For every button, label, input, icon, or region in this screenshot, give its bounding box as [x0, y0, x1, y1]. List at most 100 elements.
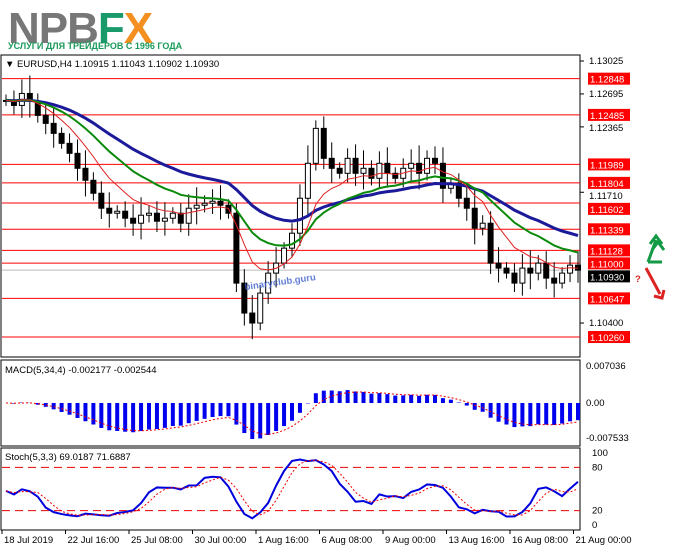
- candle: [511, 272, 518, 284]
- candle: [312, 127, 319, 164]
- macd-bar: [297, 403, 302, 413]
- candle: [575, 264, 581, 271]
- stoch-tick-label: 100: [592, 448, 608, 459]
- candle: [241, 282, 248, 314]
- candle: [249, 312, 256, 324]
- stoch-label: Stoch(5,3,3) 69.0187 71.6887: [5, 452, 131, 463]
- level-label: 1.10647: [590, 294, 624, 305]
- x-tick-label: 21 Aug 00:00: [576, 535, 632, 546]
- candle: [416, 162, 423, 174]
- macd-bar: [274, 403, 279, 431]
- macd-bar: [321, 390, 326, 403]
- level-label-bg: [588, 108, 630, 121]
- macd-bar: [313, 393, 318, 403]
- candle: [177, 212, 184, 224]
- candle: [471, 207, 478, 229]
- candle: [201, 202, 208, 206]
- macd-bar: [393, 395, 398, 403]
- macd-bar: [178, 403, 183, 426]
- candle: [384, 162, 391, 174]
- logo-tagline: УСЛУГИ ДЛЯ ТРЕЙДЕРОВ С 1996 ГОДА: [8, 41, 183, 51]
- candle: [368, 167, 375, 179]
- macd-bar: [560, 403, 565, 424]
- candle: [567, 264, 574, 274]
- x-tick-label: 16 Aug 08:00: [512, 535, 568, 546]
- candle: [153, 212, 160, 222]
- candle: [360, 167, 367, 174]
- current-price-bg: [588, 270, 630, 283]
- macd-bar: [433, 394, 437, 403]
- candle: [289, 232, 295, 249]
- level-label: 1.11128: [590, 246, 623, 257]
- macd-bar: [520, 403, 525, 427]
- macd-bar: [369, 393, 374, 403]
- candle: [257, 292, 264, 324]
- level-label: 1.10260: [590, 333, 624, 344]
- macd-bar: [162, 403, 167, 428]
- macd-tick-label: 0.00: [586, 398, 605, 409]
- candle: [495, 262, 502, 269]
- x-tick-label: 6 Aug 08:00: [322, 535, 373, 546]
- macd-bar: [512, 403, 517, 428]
- candle: [408, 162, 415, 169]
- level-label-bg: [588, 244, 630, 257]
- candle: [320, 127, 327, 159]
- candle: [185, 207, 192, 224]
- macd-bar: [35, 403, 40, 405]
- stoch-k-line: [5, 458, 579, 520]
- candle: [58, 132, 65, 144]
- stoch-tick-label: 20: [592, 506, 603, 517]
- stoch-tick-label: 0: [592, 520, 597, 531]
- level-label-bg: [588, 158, 630, 171]
- macd-bar: [194, 403, 199, 421]
- macd-bar: [361, 391, 366, 403]
- candle: [352, 157, 359, 174]
- macd-bar: [552, 403, 557, 425]
- macd-bar: [504, 403, 509, 425]
- macd-bar: [154, 403, 159, 430]
- macd-bar: [528, 403, 533, 427]
- candle: [138, 214, 145, 224]
- macd-bar: [258, 403, 263, 439]
- macd-bar: [337, 391, 342, 403]
- macd-bar: [496, 403, 501, 422]
- macd-bar: [226, 403, 231, 417]
- stoch-d-line: [5, 459, 579, 516]
- macd-bar: [99, 403, 104, 428]
- level-label-bg: [588, 223, 630, 236]
- candle: [543, 262, 550, 279]
- candle: [392, 172, 399, 179]
- candle: [559, 272, 566, 284]
- macd-bar: [59, 403, 64, 412]
- candle: [66, 142, 73, 154]
- macd-bar: [464, 403, 469, 406]
- candle: [432, 157, 438, 164]
- x-tick-label: 1 Aug 16:00: [258, 535, 309, 546]
- macd-bar: [536, 403, 541, 425]
- candle: [114, 210, 121, 214]
- level-label: 1.11989: [590, 160, 624, 171]
- candle: [281, 247, 288, 264]
- y-tick-label: 1.11710: [589, 191, 623, 202]
- candle: [98, 192, 105, 209]
- macd-bar: [448, 399, 453, 403]
- price-panel: [0, 54, 581, 358]
- stoch-tick-label: 80: [592, 462, 603, 473]
- candle: [217, 200, 224, 206]
- macd-bar: [67, 403, 72, 415]
- macd-bar: [266, 403, 271, 435]
- macd-bar: [250, 403, 255, 439]
- macd-bar: [568, 403, 573, 422]
- candle: [336, 167, 343, 174]
- macd-bar: [83, 403, 88, 422]
- macd-tick-label: -0.007533: [586, 433, 629, 444]
- candle: [74, 152, 81, 169]
- watermark: binaryclub.guru: [244, 272, 317, 293]
- macd-bar: [210, 403, 215, 418]
- stoch-panel: [0, 447, 581, 531]
- candle: [122, 210, 129, 219]
- macd-bar: [425, 394, 430, 403]
- candle: [503, 267, 510, 274]
- macd-bar: [242, 403, 247, 434]
